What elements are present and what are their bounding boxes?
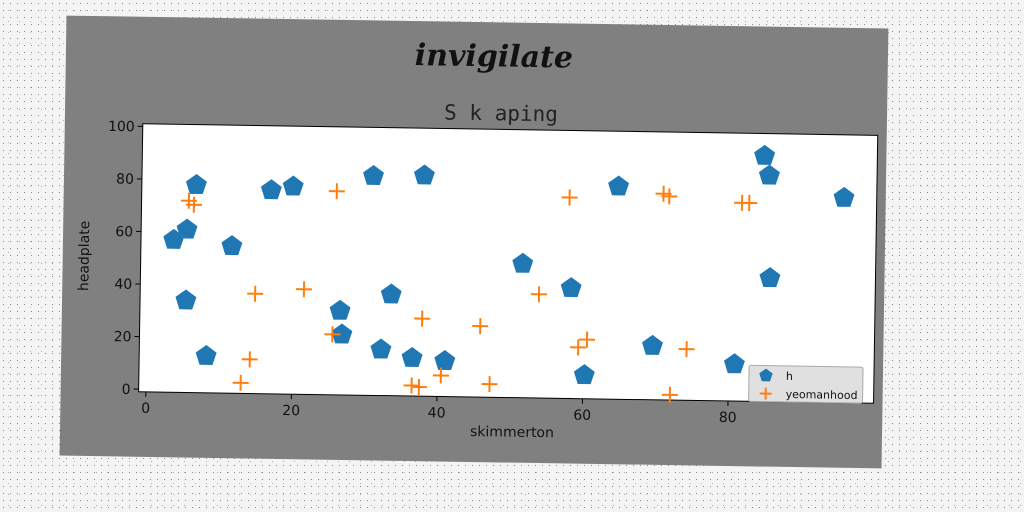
data-point-h [833,186,855,207]
data-point-h [260,179,282,200]
data-point-yeomanhood [530,286,547,303]
y-tick-label: 40 [114,277,132,293]
x-axis-label: skimmerton [470,424,554,441]
data-point-h [186,174,207,195]
legend-pentagon-marker [759,368,773,382]
axis-ticks: 0 20 40 60 80 0 20 40 60 80 100 [108,119,737,426]
chart-suptitle: invigilate [415,38,574,75]
data-point-h [221,235,243,256]
data-point-yeomanhood [678,341,695,358]
legend-label-yeomanhood: yeomanhood [786,388,858,402]
y-tick-label: 0 [122,382,131,398]
data-point-h [434,350,456,371]
data-point-h [175,289,197,310]
data-point-yeomanhood [247,285,264,302]
data-point-h [176,218,198,239]
legend-label-h: h [786,370,793,383]
data-point-h [380,283,402,304]
chart-title: S k aping [444,101,558,127]
data-point-yeomanhood [481,376,498,393]
data-point-yeomanhood [414,310,431,327]
y-axis-label: headplate [76,221,93,292]
data-point-yeomanhood [241,351,258,368]
data-point-yeomanhood [295,281,312,298]
data-point-h [560,277,582,298]
data-point-yeomanhood [403,377,420,394]
data-points [163,144,855,403]
scatter-chart: invigilate S k aping 0 20 40 60 80 0 20 40 60 80 1… [76,38,879,441]
data-point-h [758,164,780,185]
data-point-h [754,144,776,165]
data-point-h [370,338,392,359]
data-point-h [512,252,534,273]
data-point-yeomanhood [579,331,596,348]
data-point-yeomanhood [561,189,578,206]
data-point-yeomanhood [661,386,678,403]
data-point-yeomanhood [410,378,427,395]
data-point-yeomanhood [741,194,758,211]
data-point-yeomanhood [324,326,341,343]
data-point-yeomanhood [232,374,249,391]
data-point-yeomanhood [185,196,202,213]
legend-marker-h [759,368,773,382]
x-tick-label: 20 [282,403,300,419]
data-point-h [331,323,353,344]
data-point-h [642,334,663,355]
x-tick-label: 60 [573,408,591,424]
legend-box [748,364,864,404]
data-point-h [608,175,630,196]
data-point-yeomanhood [328,183,345,200]
data-point-yeomanhood [570,339,587,356]
data-point-yeomanhood [661,188,678,205]
data-point-yeomanhood [472,318,489,335]
data-point-yeomanhood [432,367,449,384]
y-tick-label: 60 [115,224,133,240]
plot-area [138,123,879,404]
legend: h yeomanhood [748,364,864,404]
x-tick-label: 0 [141,401,150,417]
y-tick-label: 20 [114,329,132,345]
data-point-h [401,346,423,367]
legend-plus-marker [759,387,772,400]
legend-marker-yeomanhood [759,387,772,400]
data-point-h [573,364,595,385]
data-point-h [329,299,351,320]
data-point-h [363,165,384,186]
x-tick-label: 40 [428,405,446,421]
data-point-h [163,228,185,249]
data-point-h [723,353,745,374]
chart-figure: invigilate S k aping 0 20 40 60 80 0 20 40 60 80 1… [59,15,889,469]
data-point-h [413,164,435,185]
y-tick-label: 80 [116,172,134,188]
x-tick-label: 80 [719,410,737,426]
y-tick-label: 100 [108,119,135,135]
data-point-h [195,345,217,366]
data-point-h [282,175,304,196]
data-point-h [759,267,781,288]
